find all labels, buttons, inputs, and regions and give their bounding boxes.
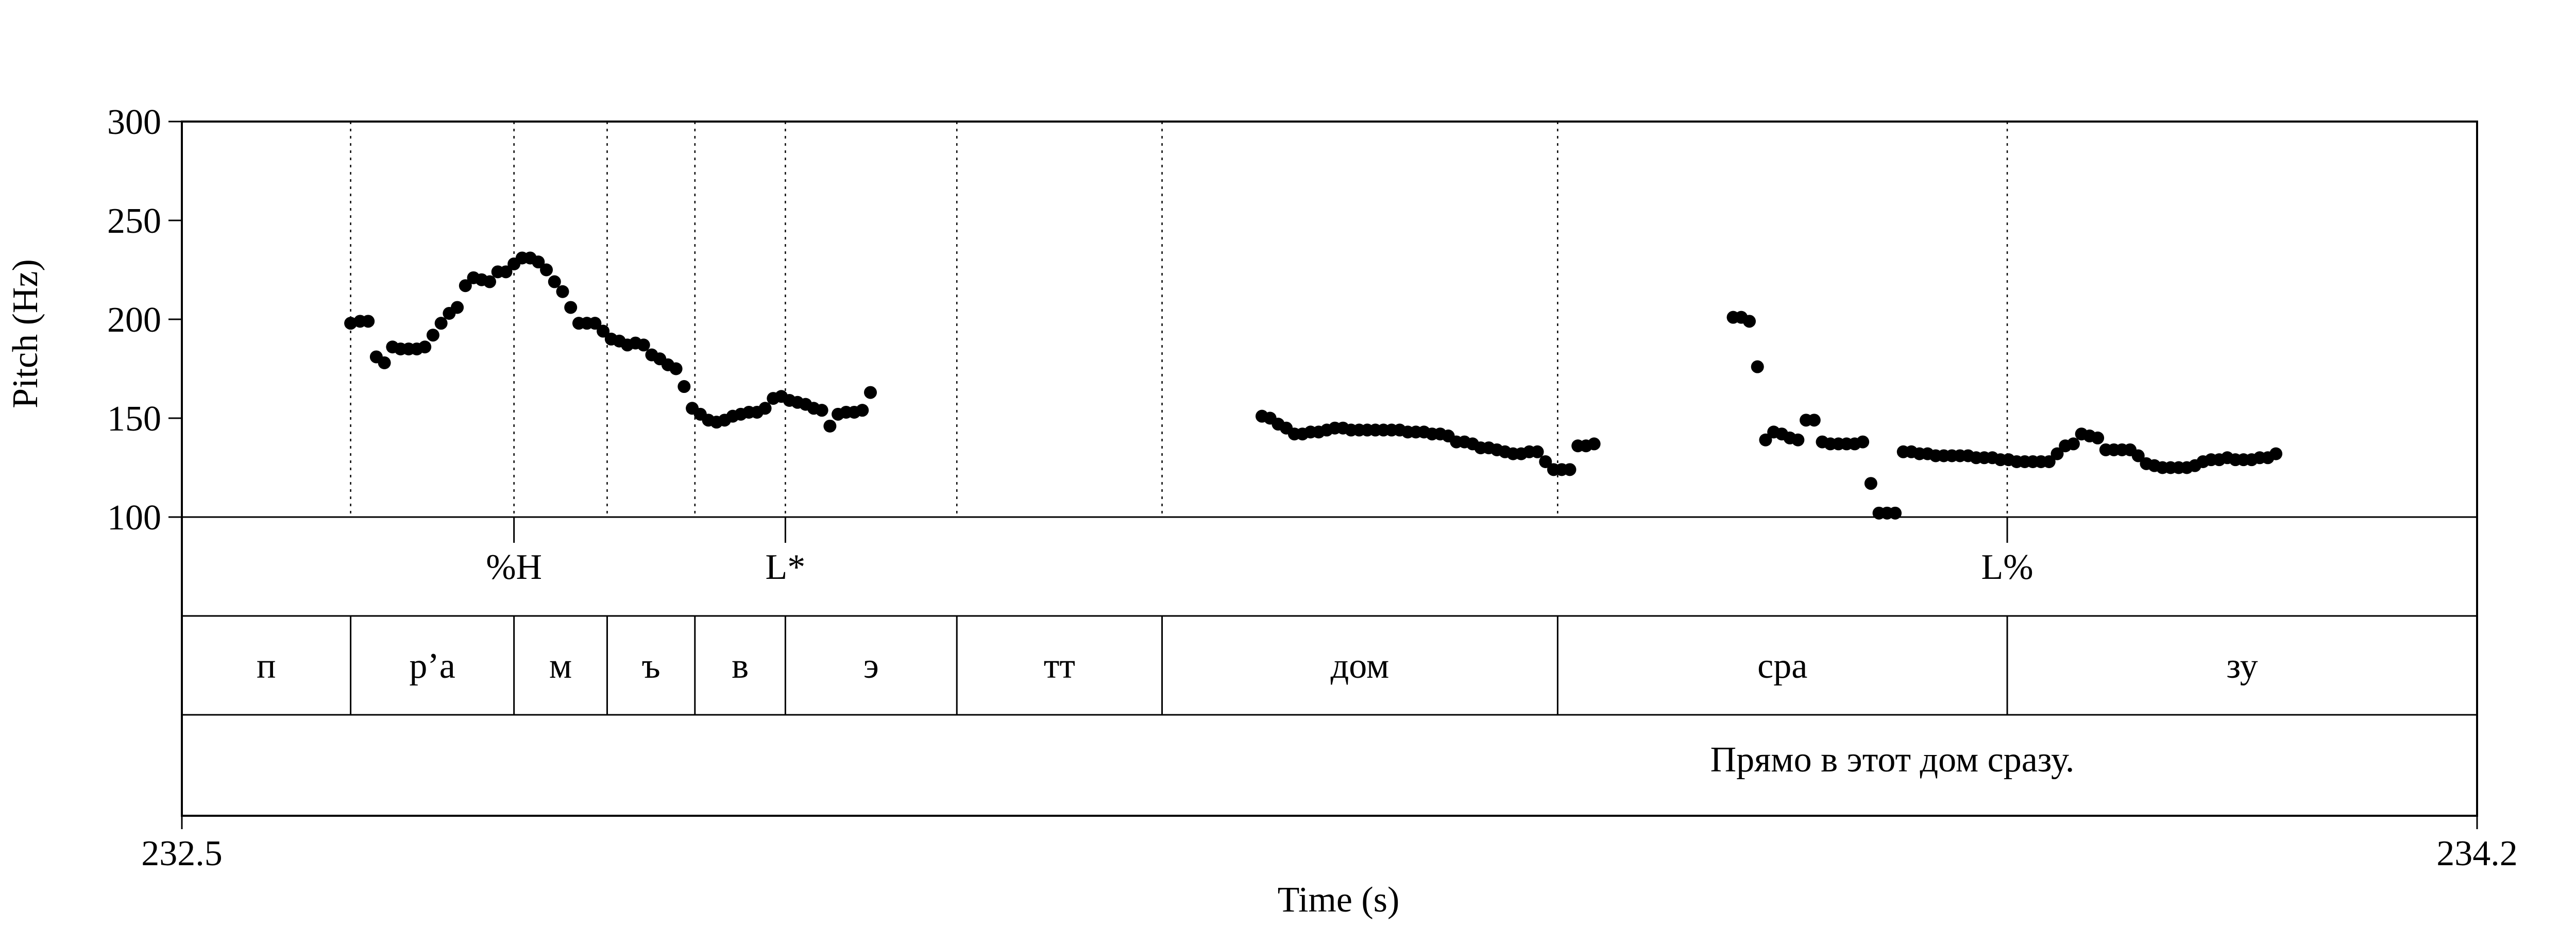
pitch-point (2269, 447, 2283, 460)
segment-label: э (863, 646, 879, 686)
pitch-point (1531, 445, 1544, 458)
pitch-point (2091, 431, 2105, 444)
pitch-point (459, 279, 472, 293)
x-axis-title: Time (s) (1278, 880, 1400, 920)
segment-label: тт (1044, 646, 1075, 686)
pitch-point (2066, 437, 2080, 451)
segment-boundary-lines (350, 122, 2008, 715)
pitch-point (815, 404, 828, 417)
y-axis: 100 150 200 250 300 (107, 102, 182, 538)
tone-label: L* (766, 547, 806, 587)
pitch-point (1889, 506, 1902, 520)
segment-label: ъ (642, 646, 660, 686)
pitch-point (637, 338, 650, 352)
annotation-tiers (182, 516, 2477, 716)
pitch-point (1856, 435, 1870, 449)
pitch-point (1791, 433, 1805, 447)
segment-label: в (732, 646, 749, 686)
pitch-point (588, 317, 602, 330)
pitch-point (540, 263, 553, 277)
pitch-point (362, 315, 375, 328)
pitch-point (532, 255, 545, 269)
pitch-point (677, 380, 691, 393)
pitch-point (1743, 315, 1756, 328)
x-axis: 232.5 234.2 (141, 816, 2518, 873)
pitch-point (823, 419, 837, 433)
pitch-point (499, 265, 513, 279)
pitch-point (864, 386, 877, 399)
pitch-points (344, 251, 2283, 520)
segment-tier: п р’а м ъ в э тт дом сра зу (257, 646, 2258, 686)
segment-label: сра (1757, 646, 1807, 686)
frame-border (181, 121, 2478, 817)
pitch-point (564, 301, 578, 314)
segment-label: зу (2226, 646, 2258, 686)
pitch-point (1587, 437, 1601, 451)
tone-label: L% (1981, 547, 2033, 587)
x-tick-label: 234.2 (2436, 834, 2518, 873)
pitch-point (1759, 433, 1772, 447)
pitch-point (1864, 477, 1877, 490)
pitch-point (556, 285, 569, 298)
pitch-point (378, 356, 391, 369)
segment-label: р’а (409, 646, 455, 686)
pitch-point (1539, 455, 1552, 468)
tone-label: %H (486, 547, 542, 587)
segment-label: м (549, 646, 572, 686)
segment-label: дом (1331, 646, 1389, 686)
y-tick-label: 100 (107, 498, 161, 538)
y-tick-label: 200 (107, 300, 161, 340)
pitch-point (2050, 447, 2064, 460)
pitch-point (669, 362, 683, 375)
pitch-point (418, 340, 432, 354)
pitch-point (1807, 414, 1821, 427)
segment-label: п (257, 646, 276, 686)
pitch-point (1751, 360, 1764, 373)
y-axis-title: Pitch (Hz) (6, 259, 45, 408)
utterance-text: Прямо в этот дом сразу. (1710, 740, 2075, 780)
pitch-point (597, 324, 610, 338)
pitch-point (1563, 463, 1577, 476)
pitch-point (426, 329, 439, 342)
pitch-point (856, 404, 869, 417)
tone-tier: %H L* L% (486, 517, 2033, 587)
pitch-point (434, 317, 448, 330)
plot-frame (181, 121, 2478, 817)
pitch-point (451, 301, 464, 314)
pitch-point (483, 275, 496, 288)
x-tick-label: 232.5 (141, 834, 223, 873)
y-tick-label: 150 (107, 399, 161, 439)
y-tick-label: 300 (107, 102, 161, 142)
pitch-point (2131, 449, 2145, 462)
pitch-point (758, 402, 772, 415)
pitch-point (2042, 455, 2056, 468)
pitch-point (548, 275, 561, 288)
y-tick-label: 250 (107, 201, 161, 241)
